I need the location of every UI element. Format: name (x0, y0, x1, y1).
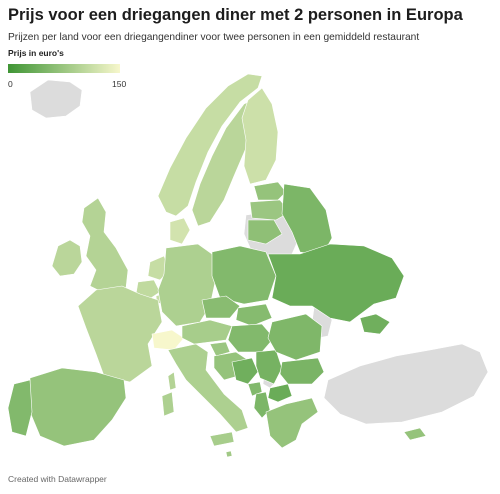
legend-ticks: 0 150 (8, 78, 128, 89)
map-region-czechia[interactable] (201, 295, 241, 319)
map-region-finland[interactable] (241, 87, 279, 185)
map-region-cyprus[interactable] (403, 427, 427, 441)
map-region-romania[interactable] (267, 313, 323, 361)
map-region-bosnia[interactable] (231, 357, 259, 385)
map-region-ukraine[interactable] (267, 243, 405, 323)
map-region-hungary[interactable] (227, 323, 275, 353)
map-region-sardinia[interactable] (161, 391, 175, 417)
chart-subtitle: Prijzen per land voor een driegangendine… (8, 32, 420, 43)
map-region-united-kingdom[interactable] (81, 197, 129, 295)
map-region-spain[interactable] (29, 367, 127, 447)
map-region-lithuania[interactable] (247, 219, 283, 245)
map-region-turkey[interactable] (323, 343, 489, 425)
map-region-italy[interactable] (167, 343, 249, 433)
map-region-denmark[interactable] (169, 217, 191, 245)
map-region-sicily[interactable] (209, 431, 235, 447)
map-region-greece[interactable] (265, 397, 319, 449)
chart-title: Prijs voor een driegangen diner met 2 pe… (8, 6, 463, 24)
map-region-albania[interactable] (253, 391, 271, 419)
map-region-malta[interactable] (225, 450, 233, 458)
color-legend: Prijs in euro's 0 150 (8, 48, 128, 89)
map-region-ireland[interactable] (51, 239, 83, 277)
map-region-crimea[interactable] (359, 313, 391, 335)
legend-max-label: 150 (112, 79, 127, 89)
map-region-serbia[interactable] (255, 349, 283, 385)
map-region-montenegro[interactable] (247, 381, 263, 397)
europe-choropleth-map (7, 73, 489, 458)
map-region-north-macedonia[interactable] (267, 383, 293, 403)
map-region-austria[interactable] (181, 319, 233, 345)
map-region-iceland[interactable] (29, 79, 83, 119)
map-region-corsica[interactable] (167, 371, 177, 391)
map-region-france[interactable] (77, 285, 163, 383)
map-region-slovakia[interactable] (235, 303, 273, 327)
map-region-norway[interactable] (157, 73, 263, 217)
map-region-switzerland[interactable] (151, 329, 185, 351)
map-region-bulgaria[interactable] (279, 357, 325, 385)
map-region-slovenia[interactable] (209, 341, 231, 357)
map-region-estonia[interactable] (253, 181, 287, 201)
legend-gradient-bar (8, 64, 120, 73)
map-region-portugal[interactable] (7, 379, 33, 437)
map-region-poland[interactable] (211, 245, 277, 305)
credit-line: Created with Datawrapper (8, 474, 107, 484)
legend-min-label: 0 (8, 79, 13, 89)
legend-title: Prijs in euro's (8, 48, 64, 58)
